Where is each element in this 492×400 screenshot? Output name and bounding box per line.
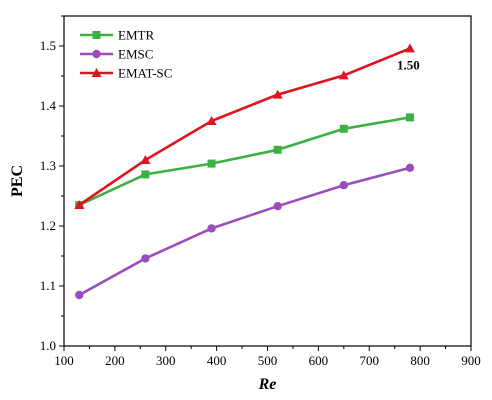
- series-emtr: [75, 113, 414, 209]
- series-emat-sc: [74, 43, 415, 209]
- legend-label-emsc: EMSC: [118, 47, 153, 62]
- legend-marker-emat-sc: [91, 68, 102, 77]
- data-point-emtr: [405, 113, 414, 122]
- x-axis-ticks: 100 200 300 400 500 600 700 800 900: [54, 346, 481, 368]
- data-point-emtr: [273, 145, 282, 154]
- legend-item-emsc: EMSC: [80, 47, 153, 62]
- series-layer: [74, 43, 415, 300]
- data-point-emtr: [339, 124, 348, 133]
- data-point-emsc: [339, 181, 349, 190]
- data-point-emtr: [207, 159, 216, 168]
- data-point-emsc: [75, 290, 84, 300]
- series-emsc: [75, 163, 415, 300]
- x-tick-label: 100: [54, 353, 74, 368]
- x-tick-label: 300: [156, 353, 176, 368]
- y-tick-label: 1.3: [40, 158, 56, 173]
- data-point-emat-sc: [338, 70, 349, 80]
- legend-marker-emsc: [92, 49, 101, 59]
- annotation-label: 1.50: [397, 57, 420, 72]
- data-point-emat-sc: [404, 43, 415, 53]
- legend-label-emat-sc: EMAT-SC: [118, 66, 172, 81]
- data-point-emsc: [141, 254, 150, 263]
- x-tick-label: 500: [258, 353, 278, 368]
- y-axis-ticks: 1.0 1.1 1.2 1.3 1.4 1.5: [40, 15, 64, 353]
- data-point-emat-sc: [140, 155, 151, 164]
- x-tick-label: 600: [309, 353, 329, 368]
- x-tick-label: 400: [207, 353, 227, 368]
- series-line-emsc: [78, 166, 411, 297]
- data-point-emtr: [141, 170, 150, 179]
- x-tick-label: 200: [105, 353, 125, 368]
- data-point-emsc: [405, 163, 415, 172]
- legend-item-emat-sc: EMAT-SC: [80, 66, 172, 81]
- legend-label-emtr: EMTR: [118, 28, 154, 43]
- series-line-emtr: [78, 116, 411, 207]
- x-axis-title: Re: [258, 376, 277, 393]
- annotations: 1.50: [397, 57, 420, 72]
- legend-item-emtr: EMTR: [80, 28, 154, 43]
- y-tick-label: 1.1: [40, 278, 56, 293]
- y-tick-label: 1.4: [40, 98, 57, 113]
- legend-marker-emtr: [92, 31, 101, 39]
- legend: EMTR EMSC EMAT-SC: [80, 28, 172, 81]
- data-point-emsc: [273, 202, 282, 211]
- data-point-emsc: [207, 224, 216, 233]
- x-tick-label: 900: [461, 353, 481, 368]
- x-tick-label: 700: [360, 353, 380, 368]
- x-tick-label: 800: [410, 353, 430, 368]
- data-point-emat-sc: [272, 89, 283, 99]
- data-point-emat-sc: [206, 116, 217, 125]
- y-tick-label: 1.5: [40, 38, 56, 53]
- y-tick-label: 1.2: [40, 218, 56, 233]
- series-line-emat-sc: [78, 47, 411, 207]
- data-point-emat-sc: [74, 200, 85, 209]
- y-axis-title: PEC: [9, 165, 26, 197]
- y-tick-label: 1.0: [40, 338, 56, 353]
